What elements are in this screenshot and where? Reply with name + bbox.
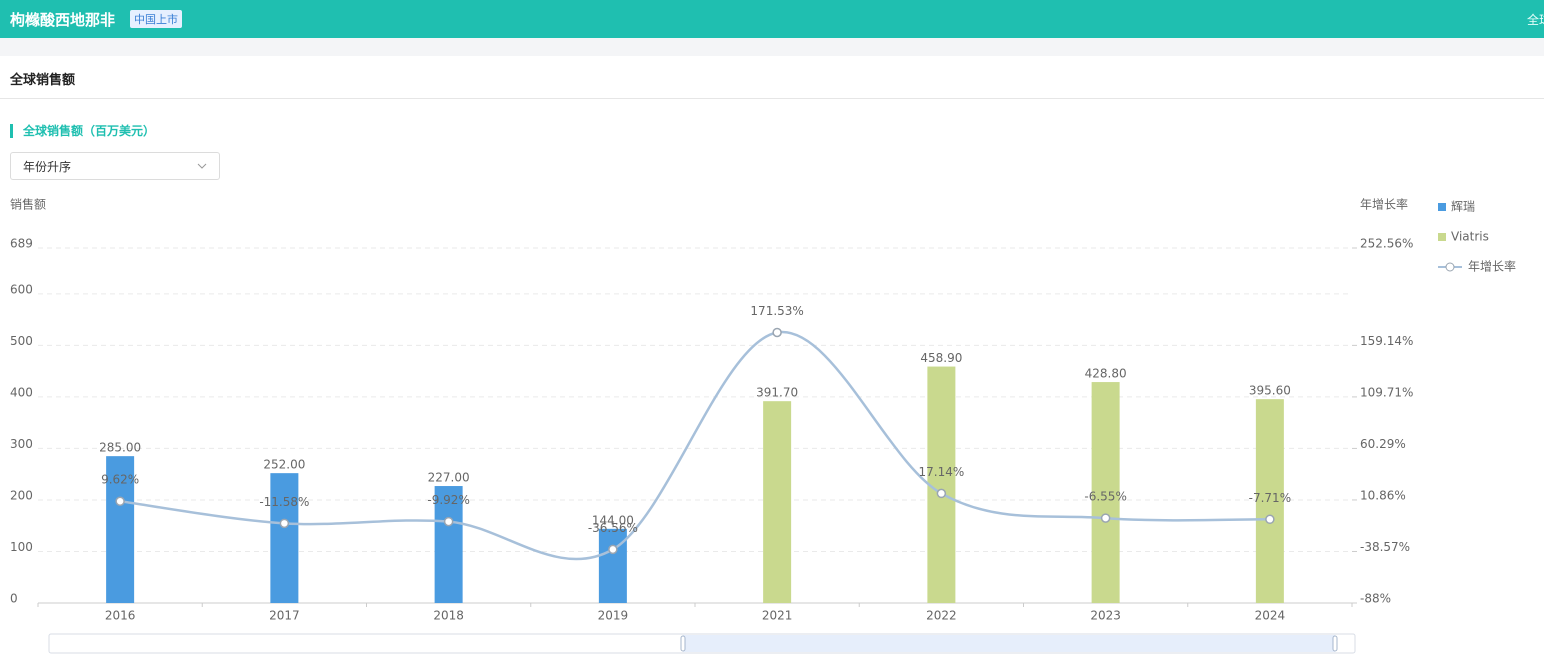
growth-point xyxy=(936,488,947,499)
bar xyxy=(1255,399,1284,603)
growth-point xyxy=(1265,514,1275,525)
legend-swatch xyxy=(1438,203,1446,211)
bar-value-label: 391.70 xyxy=(756,386,798,400)
y2-tick-label: 159.14% xyxy=(1360,334,1413,348)
x-tick-label: 2019 xyxy=(598,609,629,623)
zoom-handle[interactable] xyxy=(680,635,686,652)
growth-value-label: 9.62% xyxy=(101,473,139,487)
growth-point xyxy=(608,544,618,555)
x-tick-label: 2024 xyxy=(1255,609,1286,623)
x-tick-label: 2016 xyxy=(105,609,136,623)
header-link[interactable]: 全球 xyxy=(1527,13,1544,27)
bar-value-label: 252.00 xyxy=(263,458,305,472)
x-tick-label: 2018 xyxy=(433,609,464,623)
section-title: 全球销售额 xyxy=(10,73,76,88)
growth-value-label: 17.14% xyxy=(918,465,964,479)
y2-tick-label: 60.29% xyxy=(1360,437,1406,451)
growth-value-label: -36.56% xyxy=(588,521,638,535)
status-tag: 中国上市 xyxy=(130,10,182,28)
bar xyxy=(106,456,135,603)
legend-marker xyxy=(1445,262,1455,272)
bar-value-label: 227.00 xyxy=(428,471,470,485)
chart-subtitle: 全球销售额（百万美元） xyxy=(10,124,155,138)
legend-label[interactable]: 年增长率 xyxy=(1468,259,1516,274)
legend-label[interactable]: Viatris xyxy=(1451,230,1489,244)
spacer xyxy=(0,38,1544,56)
bar xyxy=(927,366,956,603)
x-tick-label: 2017 xyxy=(269,609,300,623)
growth-point xyxy=(772,327,782,338)
drug-title: 枸橼酸西地那非 xyxy=(10,11,116,29)
y-tick-label: 100 xyxy=(10,540,33,554)
y2-axis-title: 年增长率 xyxy=(1360,197,1408,212)
zoom-window[interactable] xyxy=(683,635,1335,652)
bar-value-label: 395.60 xyxy=(1249,384,1291,398)
growth-value-label: 171.53% xyxy=(750,304,803,318)
y-tick-label: 689 xyxy=(10,237,33,251)
y-axis-title: 销售额 xyxy=(10,197,46,212)
y-tick-label: 600 xyxy=(10,282,33,296)
x-tick-label: 2022 xyxy=(926,609,957,623)
growth-point xyxy=(443,516,454,527)
x-tick-label: 2021 xyxy=(762,609,793,623)
legend-label[interactable]: 辉瑞 xyxy=(1451,200,1475,214)
legend-swatch xyxy=(1438,233,1446,241)
growth-line xyxy=(119,331,1270,561)
bar xyxy=(270,473,299,603)
x-tick-label: 2023 xyxy=(1090,609,1121,623)
y2-tick-label: 10.86% xyxy=(1360,488,1406,502)
y-tick-label: 300 xyxy=(10,437,33,451)
bar-value-label: 144.00 xyxy=(592,513,634,527)
y2-tick-label: -88% xyxy=(1360,592,1391,606)
y2-tick-label: 109.71% xyxy=(1360,385,1413,399)
chevron xyxy=(197,163,207,169)
bar xyxy=(434,486,463,603)
growth-value-label: -11.58% xyxy=(259,495,309,509)
y2-tick-label: 252.56% xyxy=(1360,237,1413,251)
growth-point xyxy=(115,496,125,506)
select-value: 年份升序 xyxy=(23,160,72,174)
bar xyxy=(598,528,627,603)
chart: 销售额 年增长率0100200300400500600689-88%-38.57%… xyxy=(10,197,1516,654)
growth-value-label: -7.71% xyxy=(1249,491,1291,505)
bar xyxy=(763,401,792,603)
y-tick-label: 400 xyxy=(10,385,33,399)
zoom-handle[interactable] xyxy=(1332,635,1338,652)
bar-value-label: 428.80 xyxy=(1085,367,1127,381)
sort-select[interactable]: 年份升序 xyxy=(10,152,220,180)
y-tick-label: 500 xyxy=(10,334,33,348)
bar-value-label: 285.00 xyxy=(99,441,141,455)
y-tick-label: 200 xyxy=(10,488,33,502)
bar xyxy=(1091,382,1120,603)
y2-tick-label: -38.57% xyxy=(1360,540,1410,554)
growth-value-label: -9.92% xyxy=(427,493,469,507)
growth-value-label: -6.55% xyxy=(1084,490,1126,504)
bar-value-label: 458.90 xyxy=(920,351,962,365)
growth-point xyxy=(1100,513,1111,523)
header: 枸橼酸西地那非 中国上市 全球 xyxy=(0,0,1544,38)
y-tick-label: 0 xyxy=(10,592,18,606)
divider xyxy=(0,98,1544,99)
growth-point xyxy=(279,518,290,529)
